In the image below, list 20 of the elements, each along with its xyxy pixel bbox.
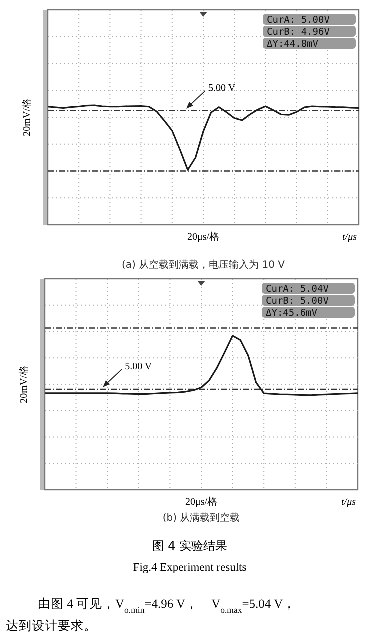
caption: Fig.4 Experiment results xyxy=(133,562,248,574)
text: CurB: 4.96V xyxy=(267,27,330,38)
text: 20μs/格 xyxy=(187,231,220,243)
caption: 图 4 实验结果 xyxy=(152,539,228,553)
text: (b) 从满载到空载 xyxy=(162,512,240,524)
text: (a) 从空载到满载，电压输入为 10 V xyxy=(122,259,286,271)
ref-line-label: 5.00 V xyxy=(125,361,153,372)
text: CurB: 5.00V xyxy=(266,296,330,307)
text: CurA: 5.04V xyxy=(266,284,330,295)
x-axis-title: t/μs xyxy=(342,232,358,243)
text: 达到设计要求。 xyxy=(6,619,97,633)
text: ΔY:44.8mV xyxy=(267,39,319,50)
y-axis-title: 20mV/格 xyxy=(21,98,33,136)
x-axis-title: t/μs xyxy=(342,497,356,508)
text: 由图 4 可见，V$_{o.min}$=4.96 V， V$_{o.max}$=5.04 V， xyxy=(38,597,296,615)
text: ΔY:45.6mV xyxy=(266,308,318,319)
text: CurA: 5.00V xyxy=(267,15,330,26)
text: 20μs/格 xyxy=(185,496,218,508)
y-axis-title: 20mV/格 xyxy=(18,366,30,404)
ref-line-label: 5.00 V xyxy=(208,82,236,94)
